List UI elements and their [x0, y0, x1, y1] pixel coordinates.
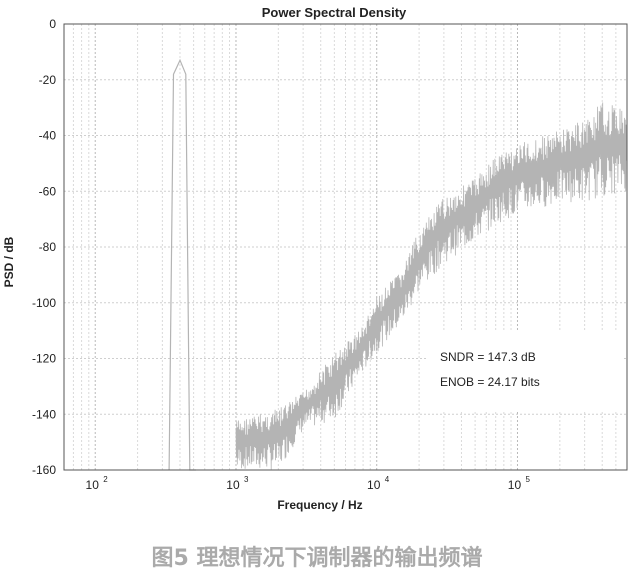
- plot-frame: [63, 23, 628, 471]
- noise-spectrum-line: [235, 102, 628, 470]
- annotation-box: [426, 332, 624, 412]
- x-tick-exponent: 4: [385, 475, 390, 484]
- x-tick-base: 10: [367, 478, 381, 492]
- x-tick-exponent: 2: [103, 475, 108, 484]
- y-tick-label: -20: [39, 73, 57, 87]
- figure-caption: 图5 理想情况下调制器的输出频谱: [151, 546, 483, 571]
- x-tick-label: 10 3: [226, 475, 249, 492]
- x-tick-base: 10: [86, 478, 100, 492]
- y-tick-label: 0: [49, 17, 56, 31]
- y-tick-label: -40: [39, 129, 57, 143]
- y-tick-label: -60: [39, 184, 57, 198]
- x-tick-base: 10: [226, 478, 240, 492]
- x-axis-label: Frequency / Hz: [277, 498, 362, 512]
- x-tick-label: 10 5: [508, 475, 531, 492]
- y-tick-label: -160: [32, 463, 56, 477]
- y-tick-label: -140: [32, 407, 56, 421]
- enob-annotation: ENOB = 24.17 bits: [440, 375, 540, 389]
- y-tick-label: -80: [39, 240, 57, 254]
- x-tick-exponent: 5: [525, 475, 530, 484]
- y-tick-label: -100: [32, 296, 56, 310]
- x-tick-exponent: 3: [244, 475, 249, 484]
- x-tick-label: 10 2: [86, 475, 109, 492]
- chart-title: Power Spectral Density: [262, 5, 407, 20]
- x-tick-base: 10: [508, 478, 522, 492]
- x-tick-label: 10 4: [367, 475, 390, 492]
- y-axis-label: PSD / dB: [2, 236, 16, 287]
- y-tick-label: -120: [32, 352, 56, 366]
- sndr-annotation: SNDR = 147.3 dB: [440, 350, 536, 364]
